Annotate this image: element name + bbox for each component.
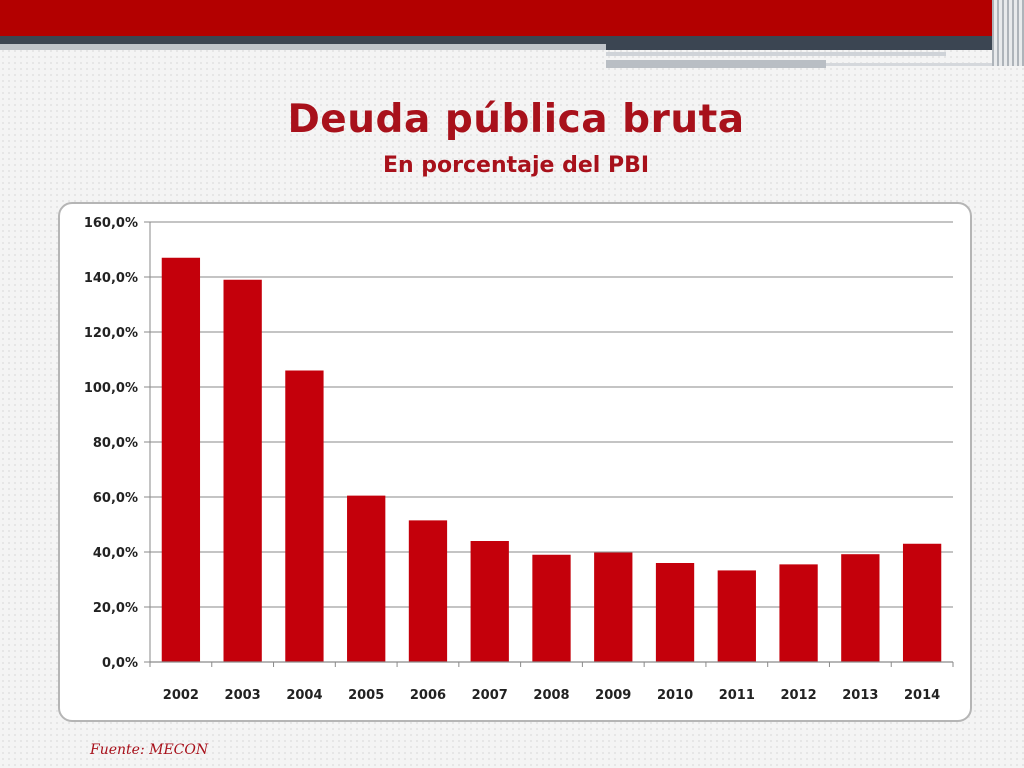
bar <box>223 279 262 662</box>
header-light-band <box>0 44 606 50</box>
x-tick-label: 2014 <box>904 688 940 703</box>
y-tick-label: 140,0% <box>84 271 138 286</box>
source-note: Fuente: MECON <box>90 742 209 758</box>
x-tick-label: 2010 <box>657 688 693 703</box>
bar <box>902 543 942 662</box>
slide-subtitle: En porcentaje del PBI <box>382 153 650 178</box>
bar <box>470 541 509 662</box>
x-tick-label: 2007 <box>472 688 508 703</box>
x-tick-label: 2005 <box>348 688 384 703</box>
x-tick-label: 2011 <box>719 688 755 703</box>
x-tick-label: 2003 <box>225 688 261 703</box>
y-tick-label: 60,0% <box>93 491 138 506</box>
x-tick-label: 2002 <box>163 688 199 703</box>
bar <box>717 570 756 662</box>
x-tick-label: 2006 <box>410 688 446 703</box>
x-tick-label: 2009 <box>595 688 631 703</box>
header-red-band <box>0 0 1024 36</box>
y-tick-label: 80,0% <box>93 436 138 451</box>
y-tick-label: 120,0% <box>84 326 138 341</box>
bar <box>594 552 633 662</box>
bar <box>841 554 880 662</box>
bar <box>347 495 386 662</box>
x-tick-label: 2013 <box>842 688 878 703</box>
bar <box>161 257 201 662</box>
slide-title: Deuda pública bruta <box>287 97 745 142</box>
y-tick-label: 20,0% <box>93 601 138 616</box>
chart-frame <box>58 202 972 722</box>
y-tick-label: 100,0% <box>84 381 138 396</box>
header-decor-line <box>606 60 826 68</box>
y-tick-label: 0,0% <box>102 656 138 671</box>
bar <box>779 564 818 662</box>
header-decor-line <box>606 52 946 56</box>
y-tick-label: 160,0% <box>84 216 138 231</box>
bar <box>655 563 695 662</box>
x-tick-label: 2004 <box>286 688 322 703</box>
header-decor-stripes <box>992 0 1024 66</box>
bar <box>532 554 571 662</box>
header-decor-line <box>826 63 996 66</box>
x-tick-label: 2012 <box>780 688 816 703</box>
y-tick-label: 40,0% <box>93 546 138 561</box>
x-tick-label: 2008 <box>533 688 569 703</box>
bar <box>408 520 448 662</box>
bar <box>285 370 324 662</box>
